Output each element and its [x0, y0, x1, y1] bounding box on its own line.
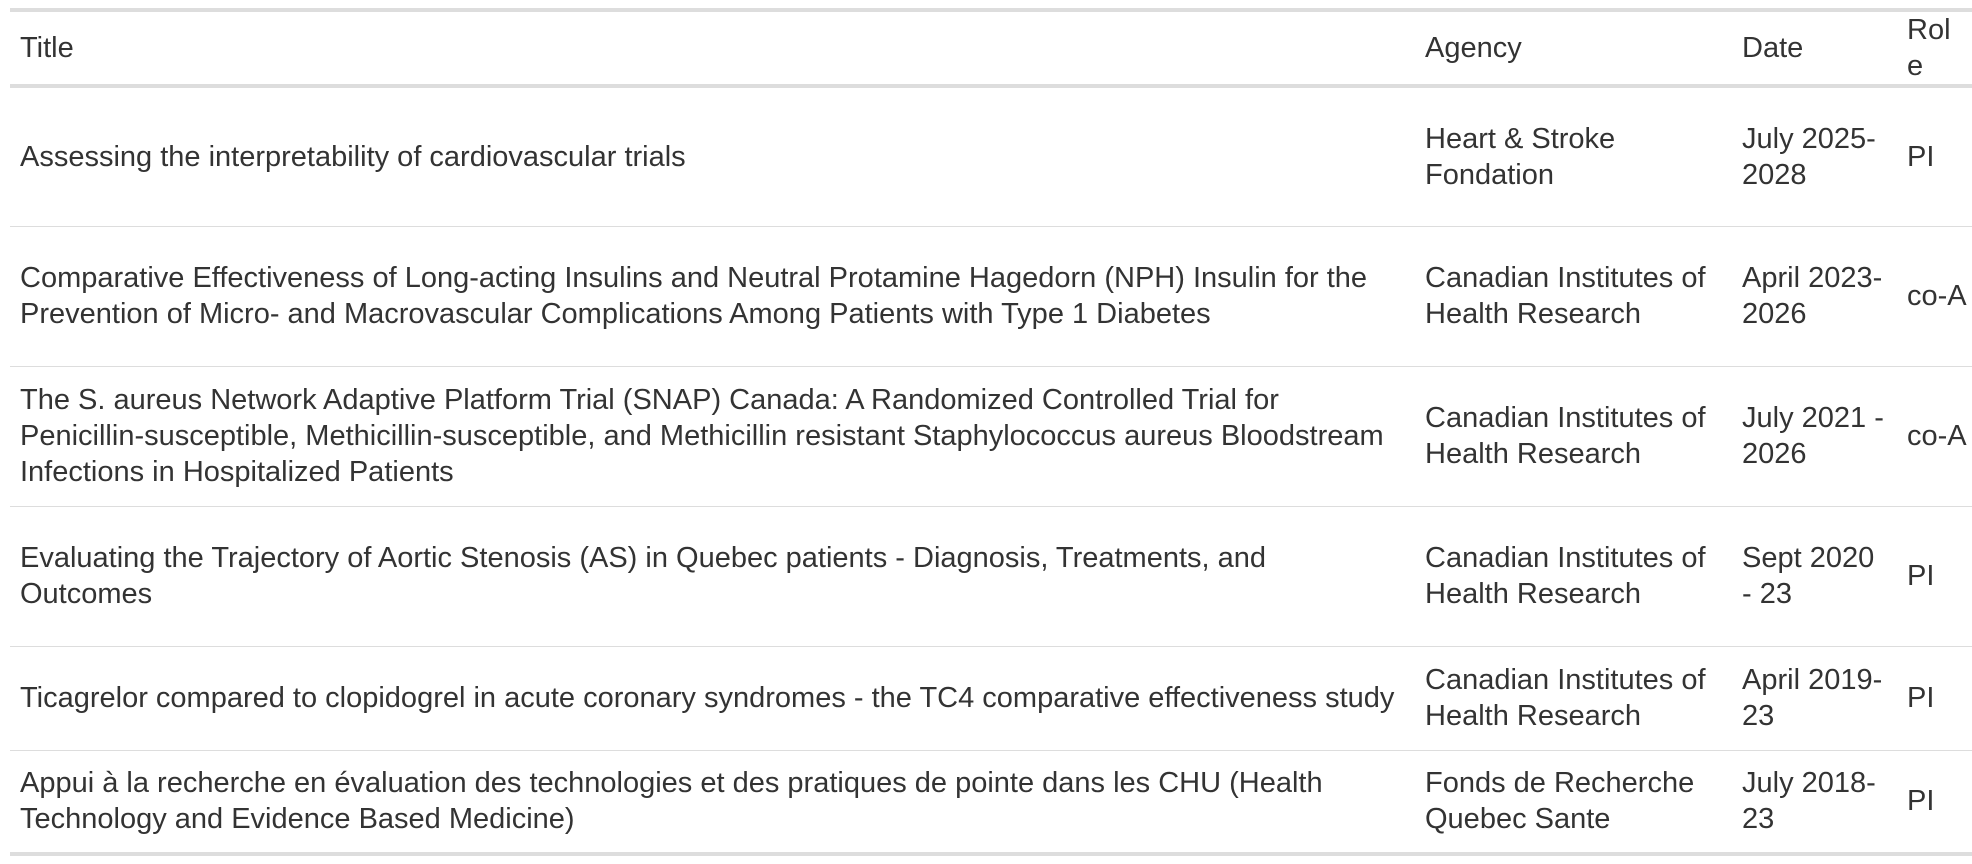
cell-agency: Fonds de Recherche Quebec Sante: [1415, 749, 1732, 854]
table-row: Comparative Effectiveness of Long-acting…: [10, 225, 1972, 366]
cell-date: July 2018-23: [1732, 749, 1897, 854]
column-header-title: Title: [10, 10, 1415, 88]
cell-title: Evaluating the Trajectory of Aortic Sten…: [10, 505, 1415, 646]
cell-role: PI: [1897, 749, 1972, 854]
cell-date: April 2019-23: [1732, 645, 1897, 750]
cell-agency: Canadian Institutes of Health Research: [1415, 365, 1732, 506]
cell-title: Comparative Effectiveness of Long-acting…: [10, 225, 1415, 366]
table-row: Appui à la recherche en évaluation des t…: [10, 749, 1972, 854]
cell-title: Appui à la recherche en évaluation des t…: [10, 749, 1415, 854]
column-header-date: Date: [1732, 10, 1897, 88]
cell-title: The S. aureus Network Adaptive Platform …: [10, 365, 1415, 506]
table-body: Assessing the interpretability of cardio…: [10, 86, 1972, 854]
cell-title: Assessing the interpretability of cardio…: [20, 140, 686, 173]
cell-date: July 2025-2028: [1742, 122, 1876, 191]
cell-role: co-A: [1897, 365, 1972, 506]
cell-role: PI: [1907, 140, 1935, 173]
header-row: Title Agency Date Role: [10, 10, 1972, 88]
table-row: The S. aureus Network Adaptive Platform …: [10, 365, 1972, 506]
cell-agency: Canadian Institutes of Health Research: [1415, 225, 1732, 366]
cell-date: April 2023-2026: [1732, 225, 1897, 366]
cell-role: PI: [1897, 505, 1972, 646]
cell-agency: Canadian Institutes of Health Research: [1415, 505, 1732, 646]
cell-role: co-A: [1897, 225, 1972, 366]
cell-title: Ticagrelor compared to clopidogrel in ac…: [10, 645, 1415, 750]
column-header-role: Role: [1897, 10, 1972, 88]
cell-agency: Heart & Stroke Fondation: [1425, 122, 1616, 191]
table-row: Evaluating the Trajectory of Aortic Sten…: [10, 505, 1972, 646]
column-header-agency: Agency: [1415, 10, 1732, 88]
table-header: Title Agency Date Role: [10, 10, 1972, 88]
cell-role: PI: [1897, 645, 1972, 750]
table-row: Assessing the interpretability of cardio…: [10, 86, 1972, 226]
table-row: Ticagrelor compared to clopidogrel in ac…: [10, 645, 1972, 750]
cell-date: July 2021 - 2026: [1732, 365, 1897, 506]
cell-date: Sept 2020 - 23: [1732, 505, 1897, 646]
cell-agency: Canadian Institutes of Health Research: [1415, 645, 1732, 750]
grants-table: Title Agency Date Role Assessing the int…: [10, 8, 1972, 856]
